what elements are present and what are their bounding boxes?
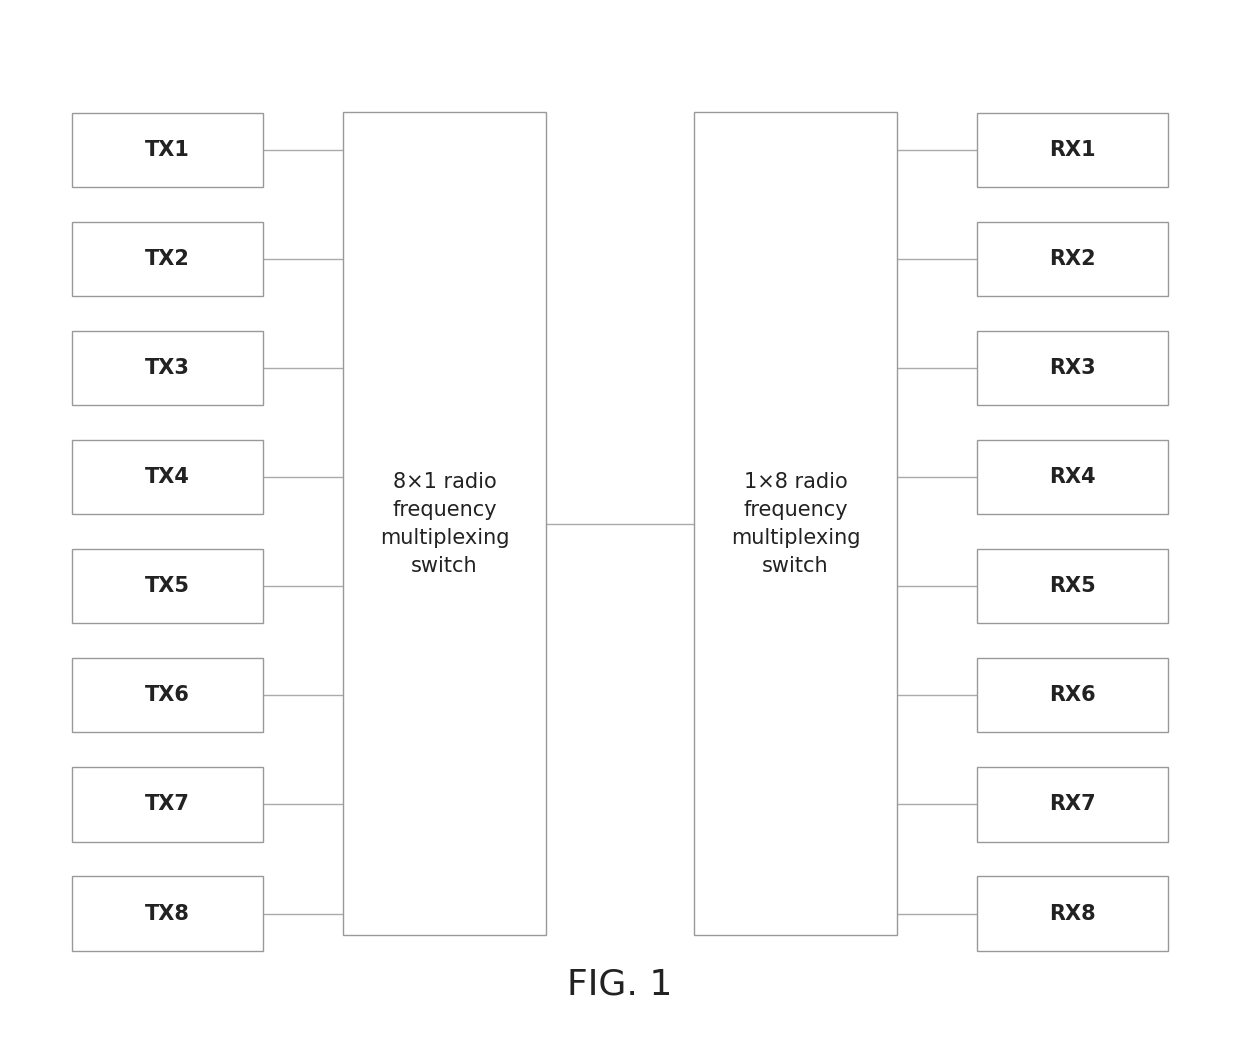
Text: TX3: TX3 — [145, 359, 190, 379]
Text: TX7: TX7 — [145, 794, 190, 814]
Bar — [343, 112, 546, 935]
Text: RX2: RX2 — [1049, 249, 1096, 270]
Bar — [72, 331, 263, 405]
Bar — [72, 222, 263, 297]
Text: 1×8 radio
frequency
multiplexing
switch: 1×8 radio frequency multiplexing switch — [730, 472, 861, 576]
Bar — [72, 550, 263, 623]
Text: RX4: RX4 — [1049, 468, 1096, 487]
Bar — [977, 222, 1168, 297]
Bar — [977, 876, 1168, 951]
Bar — [72, 441, 263, 514]
Bar — [72, 658, 263, 732]
Bar — [977, 658, 1168, 732]
Text: TX8: TX8 — [145, 903, 190, 924]
Text: RX6: RX6 — [1049, 685, 1096, 705]
Bar — [977, 550, 1168, 623]
Text: TX1: TX1 — [145, 140, 190, 161]
Text: TX5: TX5 — [145, 577, 190, 596]
Bar — [977, 113, 1168, 188]
Text: RX1: RX1 — [1049, 140, 1096, 161]
Text: FIG. 1: FIG. 1 — [568, 968, 672, 1002]
Text: TX4: TX4 — [145, 468, 190, 487]
Bar — [72, 876, 263, 951]
Text: RX7: RX7 — [1049, 794, 1096, 814]
Text: TX6: TX6 — [145, 685, 190, 705]
Bar — [977, 331, 1168, 405]
Bar — [72, 113, 263, 188]
Text: RX3: RX3 — [1049, 359, 1096, 379]
Text: 8×1 radio
frequency
multiplexing
switch: 8×1 radio frequency multiplexing switch — [379, 472, 510, 576]
Bar — [977, 767, 1168, 841]
Text: RX8: RX8 — [1049, 903, 1096, 924]
Text: TX2: TX2 — [145, 249, 190, 270]
Bar — [977, 441, 1168, 514]
Bar — [72, 767, 263, 841]
Text: RX5: RX5 — [1049, 577, 1096, 596]
Bar — [694, 112, 897, 935]
